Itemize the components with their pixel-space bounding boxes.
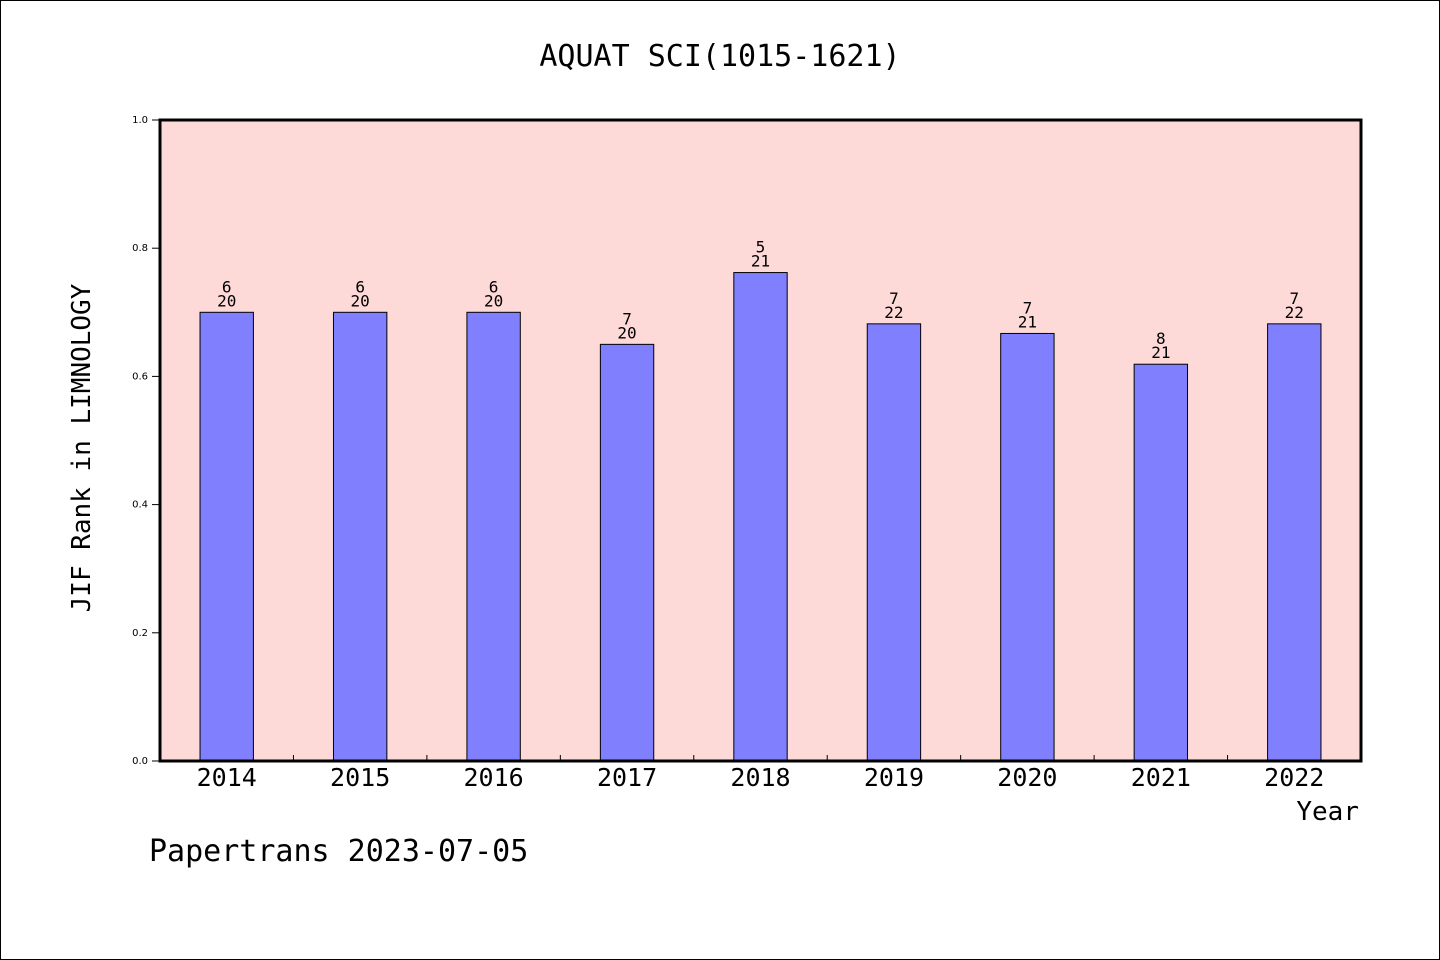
bar-total-label-2020: 21 [1018,312,1037,331]
y-tick-label: 0.2 [132,628,148,639]
bar-total-label-2021: 21 [1151,343,1170,362]
axis-ticks: 2014 2015 2016 2017 2018 2019 2020 2021 20220.00… [132,115,1324,792]
x-tick-label-2018: 2018 [730,763,790,792]
x-tick-label-2020: 2020 [997,763,1057,792]
x-tick-label-2019: 2019 [864,763,924,792]
bar-total-label-2017: 20 [617,323,636,342]
x-tick-label-2014: 2014 [197,763,257,792]
y-tick-label: 0.8 [132,243,148,254]
footer-credit: Papertrans 2023-07-05 [149,834,529,869]
bar-2018 [733,272,788,762]
bar-2019 [866,323,922,762]
x-tick-label-2022: 2022 [1264,763,1324,792]
bar-rank-label-2015: 6 [355,277,365,296]
x-axis-label: Year [1296,797,1359,827]
y-tick-label: 1.0 [132,115,148,126]
bar-2014 [199,311,254,762]
x-tick-label-2016: 2016 [464,763,524,792]
x-tick-label-2017: 2017 [597,763,657,792]
bar-total-label-2018: 21 [751,252,770,271]
bar-rank-label-2021: 8 [1156,329,1166,348]
bar-rank-label-2020: 7 [1023,298,1033,317]
bar-2015 [332,311,388,762]
y-axis-label: JIF Rank in LIMNOLOGY [67,283,97,612]
bar-total-label-2022: 22 [1285,303,1304,322]
x-tick-label-2015: 2015 [330,763,390,792]
bar-rank-label-2017: 7 [622,309,632,328]
y-tick-label: 0.6 [132,371,148,382]
bar-total-label-2019: 22 [884,303,903,322]
plot-border [158,118,1363,763]
bar-2022 [1267,323,1322,762]
bar-rank-label-2019: 7 [889,289,899,308]
bar-2020 [1000,332,1055,762]
bar-rank-label-2018: 5 [756,238,766,257]
x-tick-label-2021: 2021 [1131,763,1191,792]
bar-total-label-2015: 20 [351,291,370,310]
bar-2016 [466,311,521,762]
bar-rank-label-2016: 6 [489,277,499,296]
bar-total-label-2016: 20 [484,291,503,310]
bar-total-label-2014: 20 [217,291,236,310]
bar-rank-label-2014: 6 [222,277,232,296]
bar-2017 [599,343,655,762]
bar-rank-label-2022: 7 [1289,289,1299,308]
bar-2021 [1133,363,1189,762]
y-tick-label: 0.0 [132,756,148,767]
chart-title: AQUAT SCI(1015-1621) [539,39,900,74]
y-tick-label: 0.4 [132,500,148,511]
